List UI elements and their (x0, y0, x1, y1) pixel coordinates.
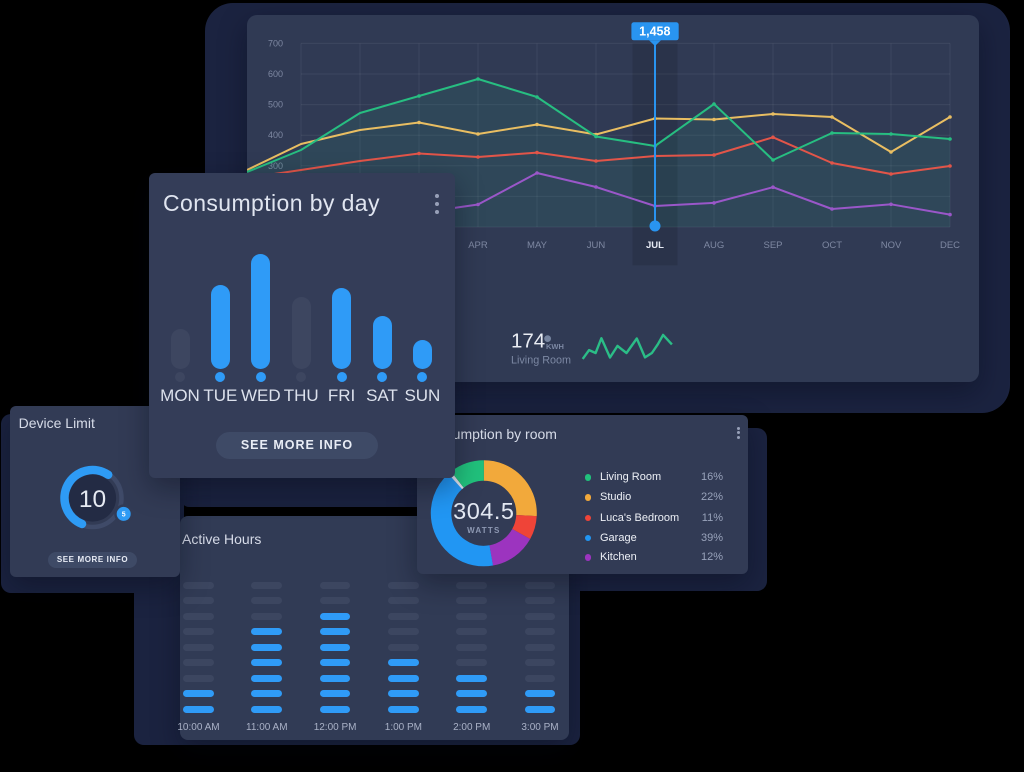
svg-text:300: 300 (268, 161, 283, 171)
svg-text:JUL: JUL (646, 240, 664, 251)
svg-text:DEC: DEC (940, 240, 960, 251)
svg-text:500: 500 (268, 100, 283, 110)
svg-text:APR: APR (468, 240, 488, 251)
svg-text:NOV: NOV (881, 240, 902, 251)
svg-text:10: 10 (79, 486, 106, 513)
svg-text:OCT: OCT (822, 240, 842, 251)
svg-text:5: 5 (122, 512, 126, 519)
svg-text:174: 174 (511, 330, 545, 353)
svg-text:Living Room: Living Room (511, 355, 571, 367)
svg-text:SEP: SEP (763, 240, 782, 251)
svg-text:KWH: KWH (546, 342, 564, 351)
svg-text:MAY: MAY (527, 240, 548, 251)
svg-text:JUN: JUN (587, 240, 606, 251)
svg-text:700: 700 (268, 38, 283, 48)
svg-text:400: 400 (268, 130, 283, 140)
svg-text:600: 600 (268, 69, 283, 79)
svg-text:1,458: 1,458 (639, 25, 670, 39)
svg-text:WATTS: WATTS (467, 526, 500, 535)
svg-text:AUG: AUG (704, 240, 725, 251)
svg-text:304.5: 304.5 (453, 498, 514, 524)
